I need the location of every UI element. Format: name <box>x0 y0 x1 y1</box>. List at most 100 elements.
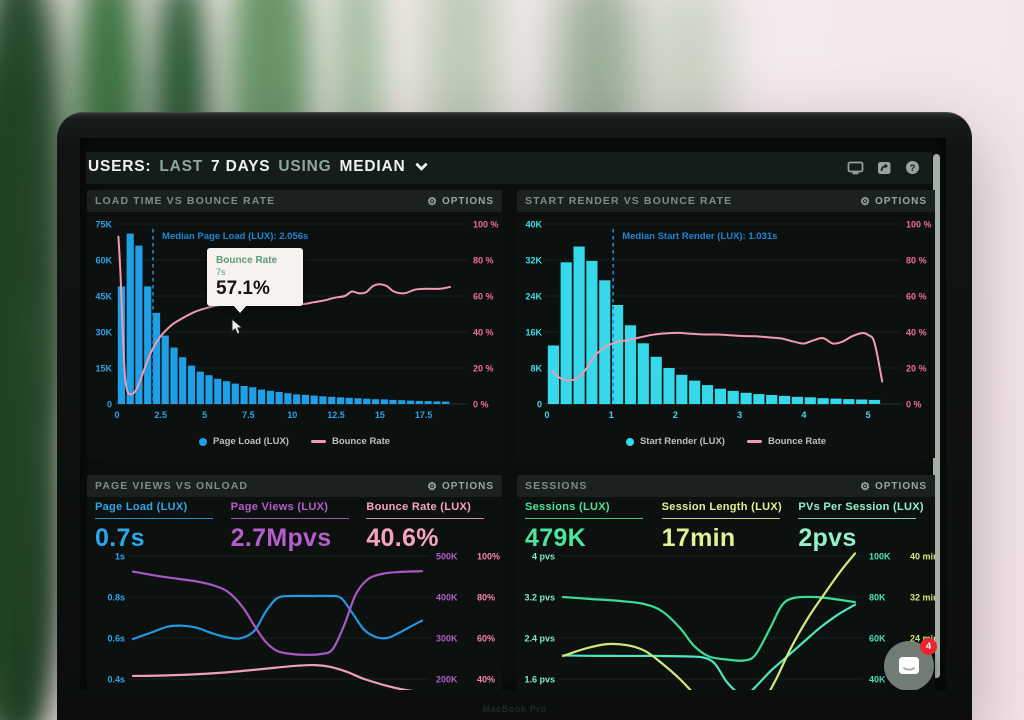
svg-text:0.8s: 0.8s <box>107 593 125 603</box>
svg-text:0.4s: 0.4s <box>107 675 125 685</box>
gear-icon: ⚙ <box>427 195 438 208</box>
svg-text:4: 4 <box>801 410 806 420</box>
svg-text:40 %: 40 % <box>473 328 494 338</box>
legend-start-render[interactable]: Start Render (LUX) <box>625 436 725 447</box>
svg-text:3.2 pvs: 3.2 pvs <box>524 593 555 603</box>
chat-icon <box>899 657 919 674</box>
svg-text:5: 5 <box>202 410 207 420</box>
metric-pvs-per-session: PVs Per Session (LUX) 2pvs <box>798 501 924 552</box>
options-button[interactable]: ⚙ OPTIONS <box>860 195 927 208</box>
tooltip-arrow <box>233 305 247 313</box>
svg-text:15: 15 <box>375 410 385 420</box>
svg-text:Median Page Load (LUX): 2.056s: Median Page Load (LUX): 2.056s <box>162 231 308 242</box>
svg-text:45K: 45K <box>95 292 112 302</box>
svg-text:200K: 200K <box>436 675 458 685</box>
svg-text:20 %: 20 % <box>473 364 494 374</box>
metric-underline <box>230 518 349 519</box>
display-icon[interactable] <box>847 161 864 175</box>
svg-text:60 %: 60 % <box>473 292 494 302</box>
svg-text:40 %: 40 % <box>906 328 927 338</box>
panel-load-time: LOAD TIME VS BOUNCE RATE ⚙ OPTIONS 75K 100… <box>87 190 502 458</box>
svg-text:2.5: 2.5 <box>155 410 168 420</box>
svg-text:80 %: 80 % <box>473 256 494 266</box>
tooltip-time: 7s <box>216 267 226 277</box>
users-period-dropdown[interactable]: USERS: LAST 7 DAYS USING MEDIAN <box>88 157 429 176</box>
legend-bounce-rate[interactable]: Bounce Rate <box>746 436 826 447</box>
metric-underline <box>95 518 213 519</box>
svg-text:100 %: 100 % <box>906 220 932 230</box>
svg-text:16K: 16K <box>525 328 542 338</box>
device-label: MacBook Pro <box>482 704 547 714</box>
svg-text:0: 0 <box>107 400 112 410</box>
metric-bounce-rate: Bounce Rate (LUX) 40.6% <box>366 501 502 553</box>
svg-text:30K: 30K <box>95 328 112 338</box>
svg-text:?: ? <box>910 163 916 174</box>
svg-text:15K: 15K <box>95 364 112 374</box>
svg-text:40%: 40% <box>477 675 495 685</box>
metric-session-length: Session Length (LUX) 17min <box>661 501 782 552</box>
svg-text:7.5: 7.5 <box>242 410 255 420</box>
help-icon[interactable]: ? <box>905 160 920 175</box>
panel-sessions: SESSIONS ⚙ OPTIONS Sessions (LUX) 479K Se… <box>517 475 935 690</box>
title-segment: 7 DAYS <box>211 158 271 175</box>
svg-text:500K: 500K <box>436 552 458 562</box>
legend-bounce-rate[interactable]: Bounce Rate <box>310 436 390 447</box>
metric-underline <box>525 518 643 519</box>
svg-text:3: 3 <box>737 410 742 420</box>
svg-text:1s: 1s <box>115 552 125 562</box>
svg-text:20 %: 20 % <box>906 364 927 374</box>
svg-text:0: 0 <box>114 410 119 420</box>
svg-text:1: 1 <box>609 410 614 420</box>
options-button[interactable]: ⚙ OPTIONS <box>860 480 927 493</box>
panel-start-render: START RENDER VS BOUNCE RATE ⚙ OPTIONS 40K… <box>517 190 935 458</box>
svg-text:12.5: 12.5 <box>327 410 345 420</box>
title-segment: LAST <box>159 158 204 175</box>
mouse-cursor-icon <box>231 317 244 340</box>
options-button[interactable]: ⚙ OPTIONS <box>427 480 494 493</box>
chat-badge: 4 <box>920 638 937 655</box>
legend-page-load[interactable]: Page Load (LUX) <box>198 436 289 447</box>
load-time-chart[interactable]: 75K 100 % 60K 80 % 45K 60 % 30K 40 % 15K 20 % 0 0 %… <box>87 214 502 432</box>
svg-text:40K: 40K <box>869 675 886 685</box>
gear-icon: ⚙ <box>427 480 438 493</box>
svg-text:80%: 80% <box>477 593 495 603</box>
options-button[interactable]: ⚙ OPTIONS <box>427 195 494 208</box>
share-icon[interactable] <box>877 160 892 175</box>
svg-text:0: 0 <box>544 410 549 420</box>
svg-text:300K: 300K <box>436 634 458 644</box>
metric-sessions: Sessions (LUX) 479K <box>525 501 662 553</box>
chevron-down-icon <box>415 157 429 171</box>
svg-text:80 %: 80 % <box>906 256 927 266</box>
page-views-chart[interactable]: 1s 0.8s 0.6s 0.4s 500K 400K 300K 200K 100% 80% 60%… <box>87 548 502 690</box>
svg-text:100 %: 100 % <box>473 220 499 230</box>
header-strip <box>86 152 932 184</box>
svg-text:60K: 60K <box>95 256 112 266</box>
metric-underline <box>798 518 917 519</box>
title-segment: MEDIAN <box>339 158 406 175</box>
svg-text:1.6 pvs: 1.6 pvs <box>524 675 555 685</box>
dashboard-screen: USERS: LAST 7 DAYS USING MEDIAN ? LOAD T… <box>80 138 946 690</box>
scrollbar[interactable] <box>933 154 940 678</box>
metric-underline <box>366 518 485 519</box>
svg-text:80K: 80K <box>869 593 886 603</box>
chat-button[interactable]: 4 <box>884 638 937 690</box>
svg-text:4 pvs: 4 pvs <box>532 552 555 562</box>
svg-text:40 min: 40 min <box>910 552 935 562</box>
svg-text:32 min: 32 min <box>910 593 935 603</box>
svg-text:60 %: 60 % <box>906 292 927 302</box>
svg-text:5: 5 <box>866 410 871 420</box>
bounce-rate-tooltip: Bounce Rate 7s 57.1% <box>207 248 303 313</box>
svg-text:2.4 pvs: 2.4 pvs <box>524 634 555 644</box>
sessions-chart[interactable]: 4 pvs 3.2 pvs 2.4 pvs 1.6 pvs 100K 80K 60K 40K 4… <box>517 548 935 690</box>
svg-text:100%: 100% <box>477 552 500 562</box>
title-segment: USERS: <box>88 158 152 175</box>
svg-text:100K: 100K <box>869 552 891 562</box>
panel-page-views: PAGE VIEWS VS ONLOAD ⚙ OPTIONS Page Load … <box>87 475 502 690</box>
panel-title: PAGE VIEWS VS ONLOAD <box>95 480 249 492</box>
start-render-chart[interactable]: 40K 100 % 32K 80 % 24K 60 % 16K 40 % 8K 20 % 0 0 % M… <box>517 214 935 432</box>
metric-page-views: Page Views (LUX) 2.7Mpvs <box>230 501 367 553</box>
svg-text:17.5: 17.5 <box>415 410 433 420</box>
svg-text:40K: 40K <box>525 220 542 230</box>
gear-icon: ⚙ <box>860 195 871 208</box>
panel-title: SESSIONS <box>525 480 588 492</box>
